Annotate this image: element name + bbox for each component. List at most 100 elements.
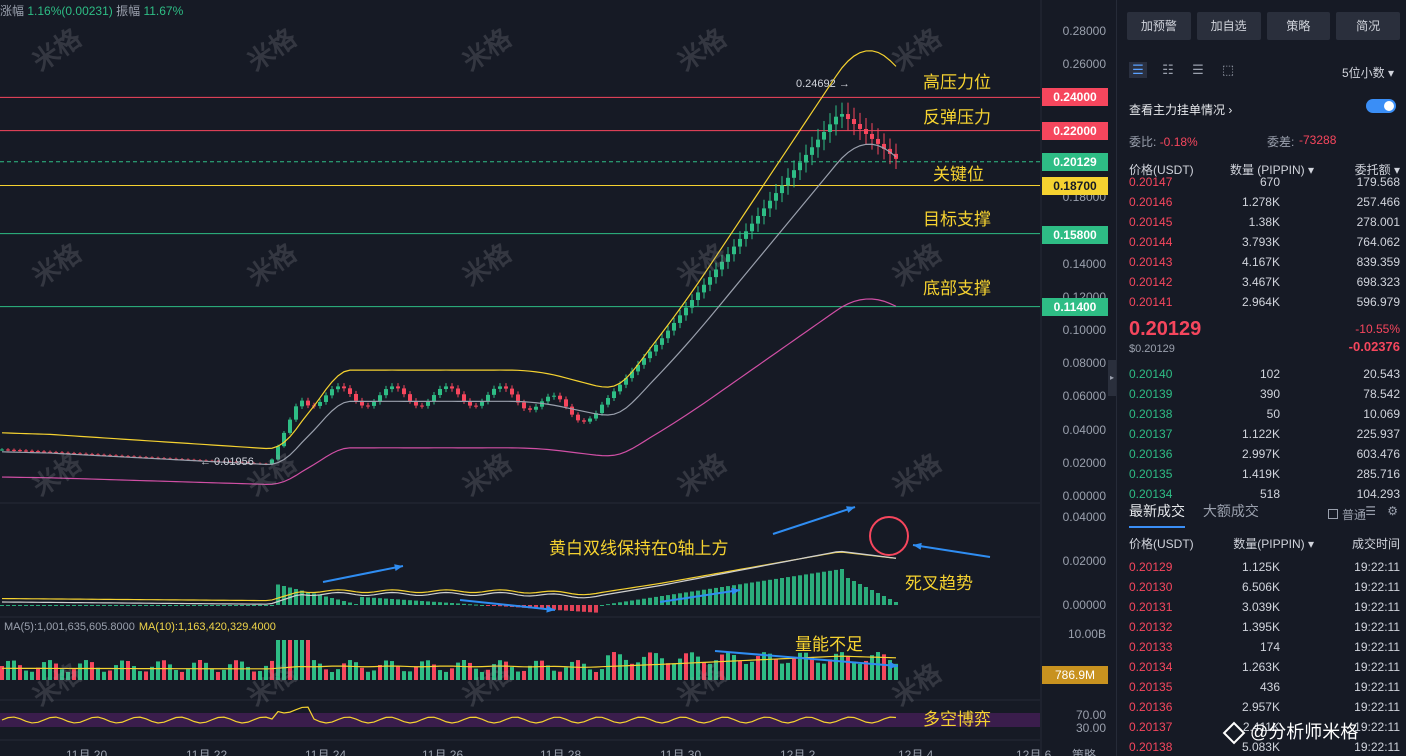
trade-row[interactable]: 0.20133 174 19:22:11	[1129, 637, 1400, 657]
bid-row[interactable]: 0.20137 1.122K 225.937	[1129, 424, 1400, 444]
kline-chart[interactable]: 涨幅 1.16%(0.00231) 振幅 11.67% MA(5):1,001,…	[0, 0, 1110, 756]
volume-bar	[18, 665, 22, 680]
macd-bar	[798, 575, 802, 605]
trade-row[interactable]: 0.20129 1.125K 19:22:11	[1129, 557, 1400, 577]
price-label-0158: 0.15800	[1042, 226, 1108, 244]
macd-bar	[792, 576, 796, 605]
strategy-button[interactable]: 策略	[1266, 12, 1331, 40]
candle-body	[330, 389, 334, 396]
tab-big-trades[interactable]: 大额成交	[1202, 503, 1259, 519]
main-order-label[interactable]: 查看主力挂单情况 ›	[1129, 103, 1233, 117]
ask-row[interactable]: 0.20147 670 179.568	[1129, 172, 1400, 192]
ask-row[interactable]: 0.20143 4.167K 839.359	[1129, 252, 1400, 272]
expand-icon[interactable]: ⬚	[1221, 62, 1235, 77]
macd-bar	[540, 605, 544, 609]
price-cell: 0.20136	[1129, 447, 1173, 461]
bids-only-icon[interactable]: ☷	[1162, 62, 1174, 77]
asks-only-icon[interactable]: ☰	[1192, 62, 1204, 77]
candle-body	[324, 395, 328, 402]
volume-bar	[168, 664, 172, 680]
price-tick: 0.26000	[1062, 57, 1106, 71]
filter-icon[interactable]: ☰	[1365, 504, 1376, 518]
ask-row[interactable]: 0.20146 1.278K 257.466	[1129, 192, 1400, 212]
bid-row[interactable]: 0.20138 50 10.069	[1129, 404, 1400, 424]
macd-bar	[348, 602, 352, 605]
macd-bar	[12, 605, 16, 606]
trade-row[interactable]: 0.20137 2.411K 19:22:11	[1129, 717, 1400, 737]
bid-row[interactable]: 0.20140 102 20.543	[1129, 364, 1400, 384]
candle-body	[486, 394, 490, 402]
decimal-select[interactable]: 5位小数 ▾	[1341, 66, 1394, 80]
volume-bar	[696, 656, 700, 680]
date-tick: 11月 24	[305, 748, 347, 756]
volume-bar	[276, 640, 280, 680]
trade-row[interactable]: 0.20134 1.263K 19:22:11	[1129, 657, 1400, 677]
panel-collapse-handle[interactable]: ▸	[1108, 360, 1116, 396]
ask-row[interactable]: 0.20142 3.467K 698.323	[1129, 272, 1400, 292]
total-cell: 698.323	[1356, 275, 1400, 289]
macd-bar	[696, 590, 700, 605]
macd-bar	[306, 592, 310, 605]
volume-bar	[552, 670, 556, 680]
bid-row[interactable]: 0.20134 518 104.293	[1129, 484, 1400, 504]
volume-bar	[462, 660, 466, 680]
candle-body	[768, 200, 772, 209]
candle-body	[804, 154, 808, 163]
tab-latest-trades[interactable]: 最新成交	[1129, 503, 1185, 519]
chart-canvas[interactable]	[0, 0, 1110, 756]
macd-bar	[42, 605, 46, 606]
macd-bar	[378, 598, 382, 605]
ask-row[interactable]: 0.20144 3.793K 764.062	[1129, 232, 1400, 252]
volume-bar	[468, 662, 472, 680]
candle-body	[744, 231, 748, 239]
add-watchlist-button[interactable]: 加自选	[1196, 12, 1261, 40]
candle-body	[708, 277, 712, 285]
trade-row[interactable]: 0.20138 5.083K 19:22:11	[1129, 737, 1400, 756]
candle-body	[438, 388, 442, 396]
strategy-tick[interactable]: 策略	[1072, 748, 1097, 756]
macd-bar	[426, 601, 430, 605]
macd-bar	[492, 605, 496, 606]
overview-button[interactable]: 简况	[1336, 12, 1400, 40]
trade-row[interactable]: 0.20135 436 19:22:11	[1129, 677, 1400, 697]
volume-bar	[642, 656, 646, 680]
volume-bar	[498, 660, 502, 680]
trade-row[interactable]: 0.20132 1.395K 19:22:11	[1129, 617, 1400, 637]
macd-bar	[720, 587, 724, 605]
candle-body	[318, 401, 322, 406]
trade-row[interactable]: 0.20130 6.506K 19:22:11	[1129, 577, 1400, 597]
normal-checkbox[interactable]: 普通	[1327, 506, 1366, 523]
bid-row[interactable]: 0.20136 2.997K 603.476	[1129, 444, 1400, 464]
brand-watermark: @分析师米格	[1222, 718, 1358, 745]
main-order-toggle[interactable]	[1366, 99, 1396, 113]
ask-row[interactable]: 0.20141 2.964K 596.979	[1129, 292, 1400, 312]
volume-bar	[174, 669, 178, 680]
macd-bar	[714, 587, 718, 605]
macd-bar	[438, 602, 442, 605]
amount-cell: 1.395K	[1241, 620, 1280, 634]
trend-arrow	[772, 506, 856, 535]
bid-row[interactable]: 0.20139 390 78.542	[1129, 384, 1400, 404]
price-cell: 0.20143	[1129, 255, 1173, 269]
volume-bar	[654, 653, 658, 680]
volume-bar	[324, 669, 328, 680]
candle-body	[582, 420, 586, 422]
volume-bar	[126, 660, 130, 680]
settings-icon[interactable]: ⚙	[1387, 504, 1398, 518]
volume-bar	[450, 668, 454, 680]
macd-tick: 0.04000	[1062, 510, 1106, 524]
volume-bar	[384, 660, 388, 680]
candle-body	[402, 388, 406, 395]
bid-row[interactable]: 0.20135 1.419K 285.716	[1129, 464, 1400, 484]
macd-bar	[18, 605, 22, 606]
trend-arrow	[714, 650, 899, 667]
amount-cell: 2.411K	[1242, 720, 1280, 734]
trade-row[interactable]: 0.20131 3.039K 19:22:11	[1129, 597, 1400, 617]
add-alert-button[interactable]: 加预警	[1127, 12, 1191, 40]
ask-row[interactable]: 0.20145 1.38K 278.001	[1129, 212, 1400, 232]
trade-row[interactable]: 0.20136 2.957K 19:22:11	[1129, 697, 1400, 717]
both-sides-icon[interactable]: ☰	[1129, 62, 1147, 78]
macd-bar	[738, 584, 742, 605]
price-cell: 0.20140	[1129, 367, 1173, 381]
macd-bar	[138, 605, 142, 606]
